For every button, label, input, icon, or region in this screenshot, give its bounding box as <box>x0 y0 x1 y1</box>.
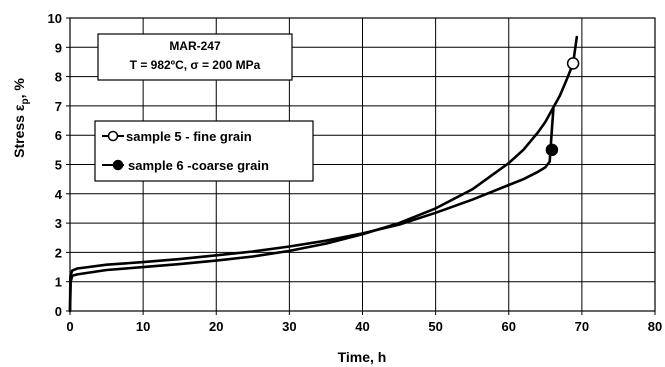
legend-label-sample-6: sample 6 -coarse grain <box>128 158 269 173</box>
x-tick-label: 60 <box>502 319 516 334</box>
y-tick-label: 2 <box>55 245 62 260</box>
annotation-box-frame <box>97 33 293 81</box>
annotation-line-2: T = 982ºC, σ = 200 MPa <box>130 58 261 72</box>
y-tick-label: 5 <box>55 158 62 173</box>
y-axis-title-subscript: p <box>20 98 31 104</box>
end-marker-sample-5 <box>566 57 580 70</box>
y-axis-title-unit: , % <box>11 78 27 99</box>
y-tick-label: 7 <box>55 99 62 114</box>
x-tick-label: 70 <box>575 319 589 334</box>
x-axis-title: Time, h <box>338 349 387 365</box>
grid <box>69 17 656 312</box>
y-axis-title: Stress εp, % <box>11 78 31 158</box>
x-tick-label: 0 <box>66 319 73 334</box>
x-tick-label: 80 <box>648 319 662 334</box>
series-lines <box>68 35 579 313</box>
y-tick-label: 8 <box>55 70 62 85</box>
y-tick-label: 10 <box>48 11 62 26</box>
y-tick-label: 6 <box>55 128 62 143</box>
x-tick-label: 10 <box>136 319 150 334</box>
y-tick-label: 4 <box>55 187 63 202</box>
x-tick-label: 50 <box>428 319 442 334</box>
legend-open-circle-icon <box>107 130 119 142</box>
x-tick-label: 30 <box>282 319 296 334</box>
axis-ticks: 0 10 20 30 40 50 60 70 80 0 1 2 3 4 5 6 7 8 9 10 <box>48 11 663 334</box>
annotation-line-1: MAR-247 <box>169 39 221 53</box>
y-tick-label: 1 <box>55 275 62 290</box>
x-tick-label: 20 <box>209 319 223 334</box>
x-tick-label: 40 <box>355 319 369 334</box>
y-tick-label: 9 <box>55 40 62 55</box>
legend-frame <box>94 120 314 182</box>
annotation-box: MAR-247 T = 982ºC, σ = 200 MPa <box>97 33 293 81</box>
legend-filled-circle-icon <box>112 159 124 171</box>
legend: sample 5 - fine grain sample 6 -coarse g… <box>94 120 314 182</box>
y-tick-label: 3 <box>55 216 62 231</box>
y-axis-title-main: Stress ε <box>11 104 27 158</box>
series-line-sample-6 <box>68 107 555 313</box>
legend-label-sample-5: sample 5 - fine grain <box>126 129 252 144</box>
series-end-markers <box>545 57 580 157</box>
end-marker-sample-6 <box>545 143 559 157</box>
y-tick-label: 0 <box>55 304 62 319</box>
